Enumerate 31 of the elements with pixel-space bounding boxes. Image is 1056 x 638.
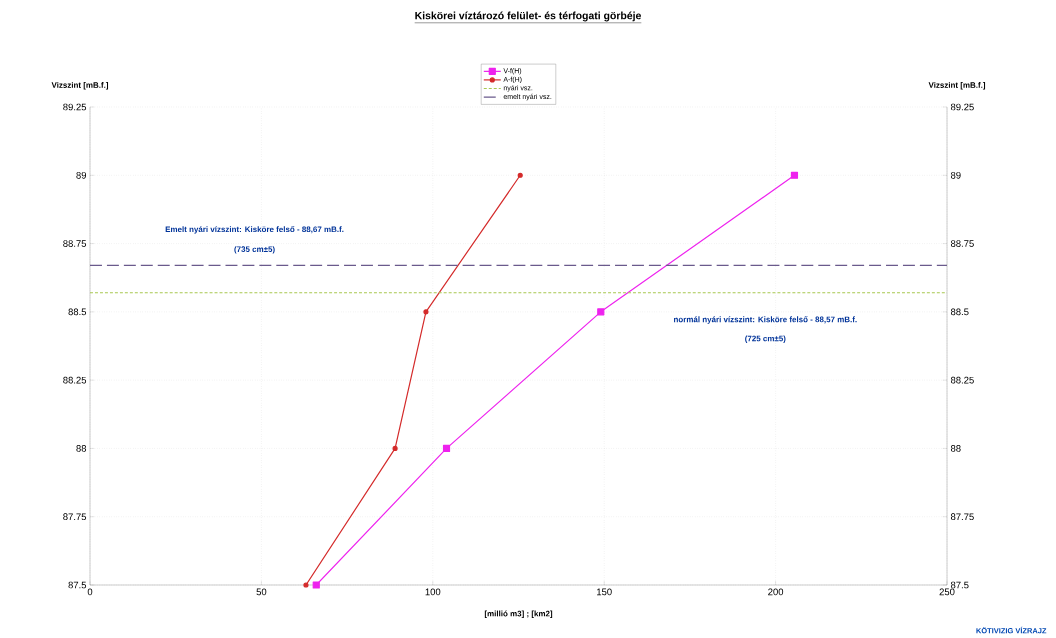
y2-tick-label: 87.75	[950, 513, 974, 521]
x-tick-label: 0	[87, 588, 93, 596]
point	[303, 582, 309, 588]
point	[517, 172, 523, 178]
x-tick-label: 150	[597, 588, 612, 596]
x-tick-label: 250	[939, 588, 955, 596]
point	[442, 444, 451, 453]
point	[790, 171, 799, 179]
y2-tick-label: 89	[950, 171, 961, 179]
point	[312, 581, 320, 589]
y-tick-label: 87.5	[68, 581, 87, 589]
y2-tick-label: 87.5	[950, 581, 969, 589]
point	[597, 308, 605, 316]
x-tick-label: 50	[256, 588, 267, 596]
y2-tick-label: 88.25	[950, 376, 974, 384]
y-tick-label: 89	[76, 171, 87, 179]
y2-tick-label: 88.5	[950, 308, 969, 316]
y2-tick-label: 88	[950, 445, 961, 452]
y-tick-label: 88	[76, 445, 87, 452]
x-tick-label: 100	[425, 588, 441, 596]
y-tick-label: 88.25	[63, 376, 87, 384]
y-tick-label: 88.5	[68, 308, 87, 316]
point	[392, 445, 398, 452]
y-tick-label: 88.75	[63, 240, 87, 247]
y-tick-label: 89.25	[63, 103, 87, 111]
x-tick-label: 200	[768, 588, 784, 596]
chart-title: Kiskörei víztározó felület- és térfogati görbéje	[415, 11, 641, 22]
y-tick-label: 87.75	[63, 513, 87, 521]
y2-tick-label: 88.75	[950, 240, 974, 247]
y2-tick-label: 89.25	[950, 103, 974, 111]
point	[423, 309, 429, 315]
